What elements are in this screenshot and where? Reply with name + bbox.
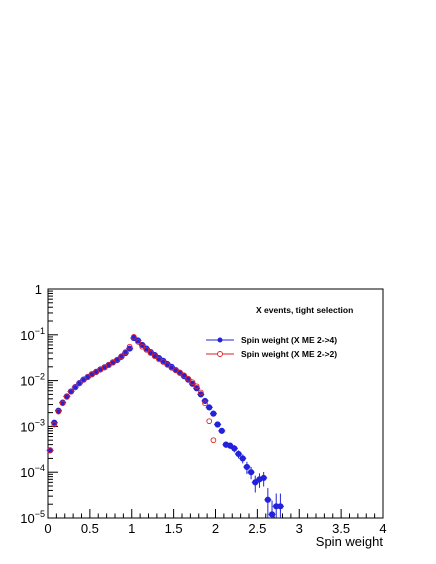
data-point xyxy=(218,427,225,434)
legend: Spin weight (X ME 2->4) Spin weight (X ME… xyxy=(206,335,337,359)
data-point xyxy=(252,479,259,486)
data-point xyxy=(151,353,158,360)
data-point xyxy=(147,350,154,356)
data-point xyxy=(63,394,70,400)
x-tick-label: 0.5 xyxy=(81,521,99,536)
data-point xyxy=(227,442,234,449)
data-point xyxy=(84,374,91,380)
x-tick-label: 4 xyxy=(379,521,386,536)
data-point xyxy=(76,380,83,387)
legend-item: Spin weight (X ME 2->4) xyxy=(206,335,337,345)
data-point xyxy=(135,339,141,345)
data-point xyxy=(101,364,108,371)
data-point xyxy=(181,372,187,379)
data-point xyxy=(239,455,246,462)
data-point xyxy=(214,421,221,428)
legend-marker xyxy=(217,337,223,343)
data-point xyxy=(260,474,267,482)
data-point xyxy=(51,421,58,428)
y-tick-label: 10−4 xyxy=(20,463,45,480)
data-point xyxy=(189,379,196,386)
data-point xyxy=(247,469,255,476)
data-point xyxy=(80,376,87,383)
data-point xyxy=(89,371,95,378)
data-point xyxy=(143,346,150,353)
data-point xyxy=(189,380,196,387)
series-layer xyxy=(46,334,284,518)
series-me22 xyxy=(47,334,217,454)
x-tick-label: 1 xyxy=(128,521,135,536)
legend-label: Spin weight (X ME 2->2) xyxy=(241,349,337,359)
legend-marker xyxy=(217,351,223,357)
data-point xyxy=(268,511,276,518)
x-axis: 0 0.5 1 1.5 2 2.5 3 3.5 4 xyxy=(44,509,387,536)
data-point xyxy=(139,343,146,350)
y-tick-label: 10−2 xyxy=(20,372,45,389)
data-point xyxy=(185,375,192,382)
data-point xyxy=(202,400,208,407)
y-tick-label: 10−3 xyxy=(20,417,45,434)
data-point xyxy=(264,496,271,503)
data-point xyxy=(126,343,133,350)
data-point xyxy=(105,362,112,368)
x-tick-label: 0 xyxy=(44,521,51,536)
data-point xyxy=(160,359,167,365)
x-tick-label: 2 xyxy=(212,521,219,536)
data-point xyxy=(210,437,217,444)
data-point xyxy=(277,503,284,510)
data-point xyxy=(231,445,238,452)
legend-item: Spin weight (X ME 2->2) xyxy=(206,349,337,359)
annotation-text: X events, tight selection xyxy=(256,305,353,315)
x-axis-title: Spin weight xyxy=(316,534,384,549)
data-point xyxy=(126,345,133,352)
data-point xyxy=(235,450,242,458)
y-tick-label: 1 xyxy=(35,282,42,297)
data-point xyxy=(118,353,125,360)
data-point xyxy=(243,463,251,471)
data-point xyxy=(122,349,129,355)
data-point xyxy=(93,369,100,375)
data-point xyxy=(177,369,183,376)
data-point xyxy=(59,400,66,407)
x-tick-label: 3.5 xyxy=(332,521,350,536)
data-point xyxy=(139,341,146,349)
x-tick-label: 3 xyxy=(296,521,303,536)
y-axis: 1 10−1 10−2 10−3 10−4 10−5 xyxy=(20,282,58,526)
data-point xyxy=(47,447,53,454)
y-tick-label: 10−5 xyxy=(20,509,45,526)
data-point xyxy=(134,337,142,344)
data-point xyxy=(193,383,200,390)
data-point xyxy=(172,367,179,374)
x-tick-label: 2.5 xyxy=(248,521,266,536)
legend-label: Spin weight (X ME 2->4) xyxy=(241,335,337,345)
data-point xyxy=(197,391,204,398)
data-point xyxy=(206,404,213,411)
data-point xyxy=(72,384,79,391)
data-point xyxy=(210,410,217,417)
data-point xyxy=(164,362,171,368)
data-point xyxy=(168,364,175,371)
data-point xyxy=(51,419,58,426)
data-point xyxy=(55,408,62,415)
x-tick-label: 1.5 xyxy=(165,521,183,536)
data-point xyxy=(206,418,213,425)
data-point xyxy=(114,356,120,363)
data-point xyxy=(130,334,137,340)
data-point xyxy=(193,385,200,392)
plot-frame xyxy=(47,288,384,519)
data-point xyxy=(110,359,116,366)
data-point xyxy=(68,388,74,395)
data-point xyxy=(156,356,162,363)
y-tick-label: 10−1 xyxy=(20,326,45,343)
data-point xyxy=(197,389,204,396)
